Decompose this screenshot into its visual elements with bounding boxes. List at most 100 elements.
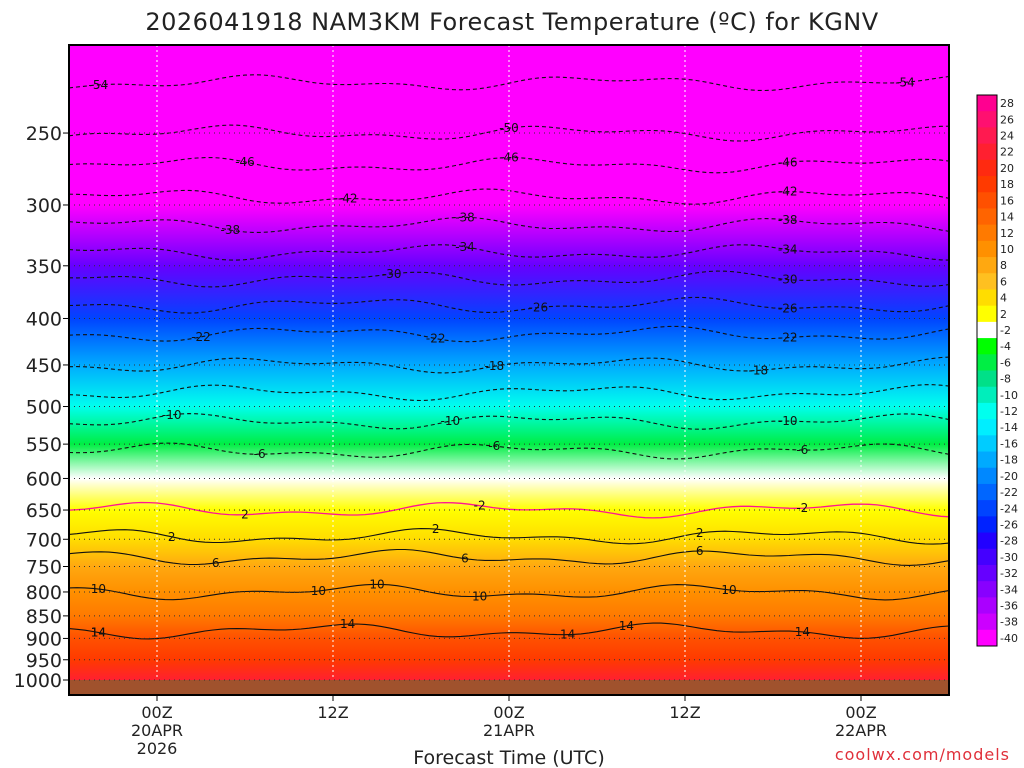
colorbar-cell bbox=[977, 613, 997, 631]
colorbar-cell bbox=[977, 208, 997, 226]
colorbar-tick-label: 18 bbox=[1000, 178, 1014, 191]
contour-line bbox=[69, 74, 949, 92]
colorbar-tick-label: -32 bbox=[1000, 567, 1018, 580]
colorbar-cell bbox=[977, 192, 997, 209]
contour-label: 10 bbox=[311, 584, 326, 598]
contour-label: 14 bbox=[340, 617, 355, 631]
contour-label: -26 bbox=[529, 301, 549, 315]
colorbar-cell bbox=[977, 419, 997, 436]
x-tick-label: 22APR bbox=[835, 721, 887, 740]
colorbar-cell bbox=[977, 435, 997, 453]
contour-label: -22 bbox=[191, 330, 211, 344]
contour-line bbox=[69, 356, 949, 374]
contour-label: 6 bbox=[696, 544, 704, 558]
colorbar-cell bbox=[977, 127, 997, 145]
colorbar-cell bbox=[977, 500, 997, 517]
contour-line bbox=[69, 528, 949, 545]
colorbar-tick-label: -40 bbox=[1000, 632, 1018, 645]
contour-label: -34 bbox=[455, 240, 475, 254]
contour-label: 10 bbox=[472, 589, 487, 603]
colorbar-tick-label: -20 bbox=[1000, 470, 1018, 483]
contour-label: -54 bbox=[895, 75, 915, 89]
colorbar-tick-label: -6 bbox=[1000, 356, 1011, 369]
x-tick-label: 2026 bbox=[137, 739, 178, 758]
colorbar-tick-label: -10 bbox=[1000, 389, 1018, 402]
plot-area: -54 -54 -50 -46 -46 -46 -42 -42 -38 -38 -38 -34 -34 -… bbox=[68, 44, 950, 696]
colorbar-frame bbox=[976, 94, 998, 647]
contour-label: -6 bbox=[254, 447, 266, 461]
colorbar-cell bbox=[977, 629, 997, 647]
x-tick-label: 21APR bbox=[483, 721, 535, 740]
colorbar-tick-label: 22 bbox=[1000, 146, 1014, 159]
contour-label: -30 bbox=[778, 273, 798, 287]
contour-label: -34 bbox=[778, 243, 798, 257]
colorbar-cell bbox=[977, 95, 997, 112]
contour-label: -6 bbox=[796, 443, 808, 457]
colorbar-cell bbox=[977, 273, 997, 290]
y-tick-label: 500 bbox=[26, 397, 62, 419]
colorbar-cell bbox=[977, 338, 997, 355]
x-tick-label: 12Z bbox=[317, 703, 348, 722]
colorbar-cell bbox=[977, 111, 997, 128]
contour-label: -54 bbox=[89, 78, 109, 92]
y-tick-label: 450 bbox=[26, 355, 62, 377]
colorbar-tick-label: -34 bbox=[1000, 583, 1018, 596]
colorbar-cell bbox=[977, 516, 997, 534]
colorbar-cell bbox=[977, 532, 997, 550]
colorbar-cell bbox=[977, 467, 997, 485]
contour-label: -18 bbox=[485, 359, 505, 373]
contour-label: -2 bbox=[474, 499, 486, 513]
contour-line bbox=[69, 583, 949, 601]
colorbar-tick-label: 14 bbox=[1000, 211, 1014, 224]
credit-link[interactable]: coolwx.com/models bbox=[835, 745, 1010, 764]
colorbar-cell bbox=[977, 370, 997, 388]
colorbar-tick-label: -24 bbox=[1000, 502, 1018, 515]
y-tick-label: 1000 bbox=[14, 670, 62, 692]
y-tick-label: 950 bbox=[26, 650, 62, 672]
colorbar-cell bbox=[977, 564, 997, 582]
contour-label: -50 bbox=[499, 121, 519, 135]
chart-title: 2026041918 NAM3KM Forecast Temperature (… bbox=[145, 8, 878, 36]
contour-line bbox=[69, 442, 949, 460]
contour-label: 14 bbox=[795, 625, 810, 639]
contour-line bbox=[69, 216, 949, 233]
colorbar-cell bbox=[977, 483, 997, 501]
colorbar-cell bbox=[977, 386, 997, 404]
colorbar-cell bbox=[977, 289, 997, 307]
contour-label: -10 bbox=[162, 408, 182, 422]
colorbar-tick-label: 24 bbox=[1000, 130, 1014, 143]
contour-line bbox=[69, 501, 949, 519]
y-tick-label: 600 bbox=[26, 468, 62, 490]
x-tick-label: 00Z bbox=[845, 703, 876, 722]
colorbar-tick-label: 16 bbox=[1000, 194, 1014, 207]
contour-label: 10 bbox=[721, 583, 736, 597]
colorbar-tick-label: -38 bbox=[1000, 616, 1018, 629]
contour-label: 2 bbox=[432, 522, 440, 536]
colorbar-cell bbox=[977, 581, 997, 598]
colorbar-cell bbox=[977, 548, 997, 566]
contour-label: 14 bbox=[619, 619, 634, 633]
x-tick-label: 12Z bbox=[669, 703, 700, 722]
contour-line bbox=[69, 548, 949, 566]
contour-label: -22 bbox=[778, 331, 798, 345]
colorbar-tick-label: 28 bbox=[1000, 97, 1014, 110]
colorbar-tick-label: -4 bbox=[1000, 340, 1011, 353]
y-tick-label: 700 bbox=[26, 529, 62, 551]
colorbar-tick-label: -2 bbox=[1000, 324, 1011, 337]
contour-label: 2 bbox=[241, 508, 249, 522]
contour-label: -6 bbox=[488, 439, 500, 453]
contour-label: -46 bbox=[778, 155, 798, 169]
contour-label: -38 bbox=[778, 213, 798, 227]
contour-label: -46 bbox=[499, 150, 519, 164]
y-tick-label: 250 bbox=[26, 123, 62, 145]
ground-strip bbox=[69, 680, 949, 695]
contour-label: -46 bbox=[235, 155, 255, 169]
y-axis: 2503003504004505005506006507007508008509… bbox=[14, 123, 69, 692]
colorbar-tick-label: 4 bbox=[1000, 292, 1007, 305]
colorbar-tick-label: 8 bbox=[1000, 259, 1007, 272]
contour-label: 6 bbox=[461, 552, 469, 566]
colorbar-tick-label: 26 bbox=[1000, 113, 1014, 126]
y-tick-label: 800 bbox=[26, 582, 62, 604]
contour-label: 14 bbox=[91, 625, 106, 639]
